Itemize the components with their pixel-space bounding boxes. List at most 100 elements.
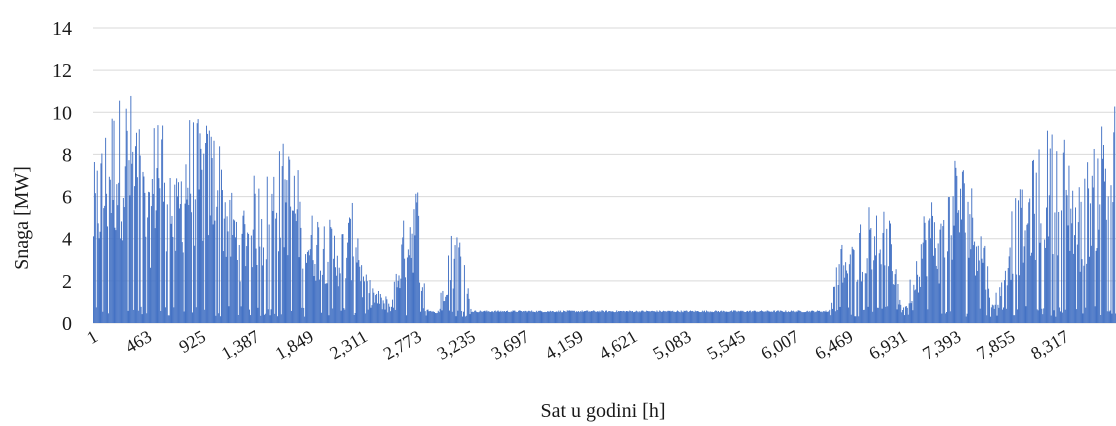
bar	[541, 311, 543, 323]
bar	[173, 307, 175, 323]
bar	[625, 311, 627, 323]
bar	[294, 213, 296, 323]
bar	[690, 311, 692, 323]
bar	[589, 311, 591, 323]
bar	[506, 310, 508, 323]
bar	[246, 246, 248, 323]
bar	[881, 308, 883, 323]
bar	[479, 310, 481, 323]
bar	[789, 311, 791, 323]
bar	[124, 166, 126, 323]
bar	[803, 312, 805, 323]
bar	[798, 310, 800, 323]
bar	[861, 271, 863, 323]
bar	[911, 301, 913, 323]
bar	[453, 258, 455, 323]
bar	[602, 310, 604, 323]
bar	[817, 310, 819, 323]
bar	[1048, 195, 1050, 323]
bar	[818, 310, 820, 323]
bar	[656, 310, 658, 323]
bar	[446, 295, 448, 323]
bar	[158, 178, 160, 323]
y-tick-label: 6	[62, 187, 72, 209]
bar	[181, 242, 183, 323]
bar	[654, 311, 656, 323]
bar	[175, 250, 177, 323]
x-tick-label: 463	[122, 326, 155, 357]
bar	[135, 132, 137, 323]
bar	[611, 311, 613, 323]
bar	[818, 310, 820, 323]
bar	[286, 180, 288, 323]
bar	[373, 292, 375, 323]
bar	[901, 312, 903, 323]
bar	[330, 227, 332, 323]
bar	[995, 292, 997, 323]
bar	[639, 312, 641, 323]
bar	[711, 311, 713, 323]
bar	[810, 311, 812, 323]
bar	[167, 315, 169, 323]
bar	[703, 311, 705, 323]
bar	[849, 254, 851, 323]
bar	[657, 311, 659, 323]
bar	[150, 206, 152, 323]
bar	[778, 311, 780, 323]
bar	[514, 310, 516, 323]
bar	[396, 287, 398, 323]
bar	[342, 234, 344, 323]
bar	[524, 310, 526, 323]
bar	[411, 233, 413, 323]
bar	[241, 233, 243, 323]
bar	[379, 293, 381, 323]
bar	[219, 146, 221, 323]
bar	[111, 118, 113, 324]
bar	[196, 123, 198, 323]
bar	[288, 156, 290, 323]
bar	[141, 314, 143, 323]
bar	[206, 133, 208, 323]
bar	[1081, 259, 1083, 323]
bar	[1054, 212, 1056, 323]
bar	[391, 299, 393, 323]
bar	[486, 310, 488, 323]
bar	[949, 311, 951, 323]
bar	[1111, 313, 1113, 323]
bar	[515, 311, 517, 323]
bar	[1062, 152, 1064, 323]
bar	[705, 312, 706, 323]
bar	[968, 257, 970, 323]
bar	[418, 215, 420, 323]
bar	[620, 311, 622, 323]
bar	[745, 312, 747, 323]
bar	[1024, 230, 1026, 323]
bar	[986, 315, 988, 323]
bar	[516, 311, 518, 323]
bar	[951, 259, 953, 323]
bar	[908, 303, 910, 323]
bar	[974, 241, 976, 323]
bar	[1015, 198, 1017, 323]
bar	[733, 310, 735, 323]
bar	[461, 311, 463, 323]
bar	[510, 311, 512, 323]
bar	[756, 312, 758, 323]
bar	[569, 310, 571, 323]
bar	[230, 256, 232, 323]
bar	[448, 310, 450, 323]
bar	[552, 311, 554, 323]
bar	[675, 312, 677, 323]
bar	[1080, 201, 1082, 323]
bar	[1072, 190, 1074, 323]
bar	[172, 236, 174, 323]
bar	[686, 310, 688, 323]
bar	[557, 312, 559, 323]
bar	[334, 235, 336, 323]
bar	[257, 307, 259, 323]
bar	[390, 311, 392, 323]
bar	[977, 245, 979, 323]
bar	[594, 311, 596, 323]
bar	[659, 310, 661, 323]
bar	[202, 240, 204, 323]
